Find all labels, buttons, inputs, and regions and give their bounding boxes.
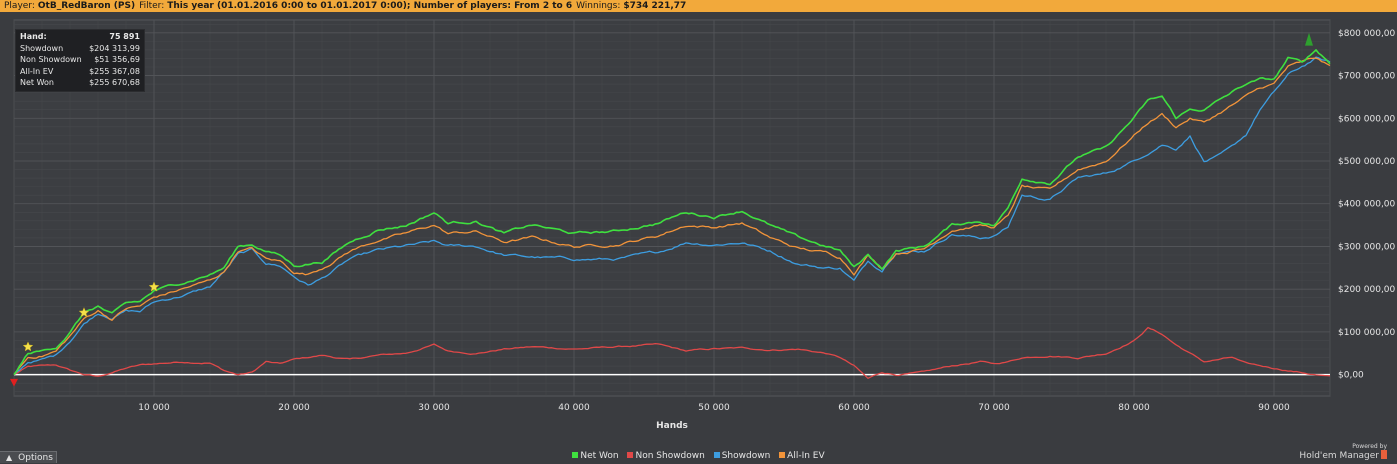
- legend-label: All-In EV: [787, 451, 825, 461]
- y-tick-label: $100 000,00: [1338, 328, 1396, 338]
- powered-by-text: Powered by: [1352, 443, 1387, 450]
- graph-chart[interactable]: 10 000 20 000 30 000 40 000 50 000 60 000 70 0…: [0, 12, 1397, 451]
- stat-value: $255 670,68: [89, 78, 140, 87]
- chart-legend: Net Won Non Showdown Showdown All-In EV: [0, 451, 1397, 462]
- stat-row-all-in-ev: All-In EV $255 367,08: [16, 66, 144, 78]
- legend-item-non-showdown: Non Showdown: [627, 451, 705, 462]
- x-tick-label: 50 000: [698, 403, 730, 413]
- winnings-label: Winnings:: [576, 1, 621, 11]
- stat-label: Net Won: [20, 78, 54, 87]
- series-line-showdown: [13, 56, 1331, 376]
- y-tick-label: $200 000,00: [1338, 285, 1396, 295]
- stat-label: Hand:: [20, 32, 47, 41]
- y-tick-label: $600 000,00: [1338, 114, 1396, 124]
- player-value: OtB_RedBaron (PS): [37, 1, 136, 11]
- x-tick-label: 10 000: [138, 403, 170, 413]
- stat-label: Non Showdown: [20, 55, 82, 64]
- legend-item-showdown: Showdown: [713, 451, 771, 462]
- x-tick-label: 70 000: [978, 403, 1010, 413]
- legend-swatch: [713, 452, 720, 458]
- x-tick-label: 60 000: [838, 403, 870, 413]
- x-axis-label: Hands: [656, 421, 688, 431]
- milestone-star-icon: [78, 307, 90, 318]
- y-tick-label: $0,00: [1338, 371, 1364, 381]
- series-line-all-in-ev: [13, 57, 1331, 375]
- y-tick-label: $700 000,00: [1338, 72, 1396, 82]
- filter-bar: Player: OtB_RedBaron (PS) Filter: This year…: [0, 0, 1397, 12]
- stat-value: $204 313,99: [89, 43, 140, 53]
- legend-swatch: [779, 452, 786, 458]
- stat-row-net-won: Net Won $255 670,68: [16, 77, 144, 89]
- y-tick-label: $400 000,00: [1338, 200, 1396, 210]
- series-line-non-showdown: [13, 326, 1331, 379]
- min-marker-icon: [10, 378, 18, 387]
- y-tick-label: $500 000,00: [1338, 157, 1396, 167]
- x-tick-label: 40 000: [558, 403, 590, 413]
- stat-label: All-In EV: [20, 66, 54, 76]
- y-tick-label: $800 000,00: [1338, 29, 1396, 39]
- stat-value: $255 367,08: [89, 66, 140, 76]
- stat-row-hands: Hand: 75 891: [16, 30, 144, 43]
- options-button[interactable]: ▲ Options: [0, 451, 57, 463]
- x-tick-label: 80 000: [1118, 403, 1150, 413]
- stat-label: Showdown: [20, 43, 64, 53]
- branding: Powered by Hold'em Manager: [1299, 443, 1387, 462]
- plot-area: [13, 19, 1331, 397]
- stats-panel: Hand: 75 891 Showdown $204 313,99 Non Sh…: [15, 29, 145, 92]
- stat-row-non-showdown: Non Showdown $51 356,69: [16, 54, 144, 66]
- filter-label: Filter:: [139, 1, 165, 11]
- max-marker-icon: [1305, 32, 1313, 46]
- stat-value: $51 356,69: [94, 55, 140, 64]
- brand-name: Hold'em Manager: [1299, 451, 1379, 461]
- player-label: Player:: [4, 1, 35, 11]
- milestone-star-icon: [148, 281, 160, 292]
- legend-label: Non Showdown: [635, 451, 705, 461]
- legend-label: Net Won: [580, 451, 619, 461]
- stat-row-showdown: Showdown $204 313,99: [16, 43, 144, 55]
- x-tick-label: 90 000: [1258, 403, 1290, 413]
- milestone-star-icon: [22, 341, 34, 352]
- legend-swatch: [572, 452, 579, 458]
- legend-item-all-in-ev: All-In EV: [779, 451, 825, 462]
- x-tick-label: 20 000: [278, 403, 310, 413]
- legend-item-net-won: Net Won: [572, 451, 619, 462]
- filter-value: This year (01.01.2016 0:00 to 01.01.2017…: [167, 1, 573, 11]
- x-tick-label: 30 000: [418, 403, 450, 413]
- legend-label: Showdown: [721, 451, 771, 461]
- winnings-value: $734 221,77: [623, 1, 687, 11]
- legend-swatch: [627, 452, 634, 458]
- y-tick-label: $300 000,00: [1338, 242, 1396, 252]
- series-line-net-won: [13, 49, 1331, 376]
- stat-value: 75 891: [109, 32, 140, 41]
- options-label: Options: [18, 453, 53, 463]
- hm-logo-icon: [1381, 450, 1387, 459]
- chevron-up-icon: ▲: [6, 453, 13, 462]
